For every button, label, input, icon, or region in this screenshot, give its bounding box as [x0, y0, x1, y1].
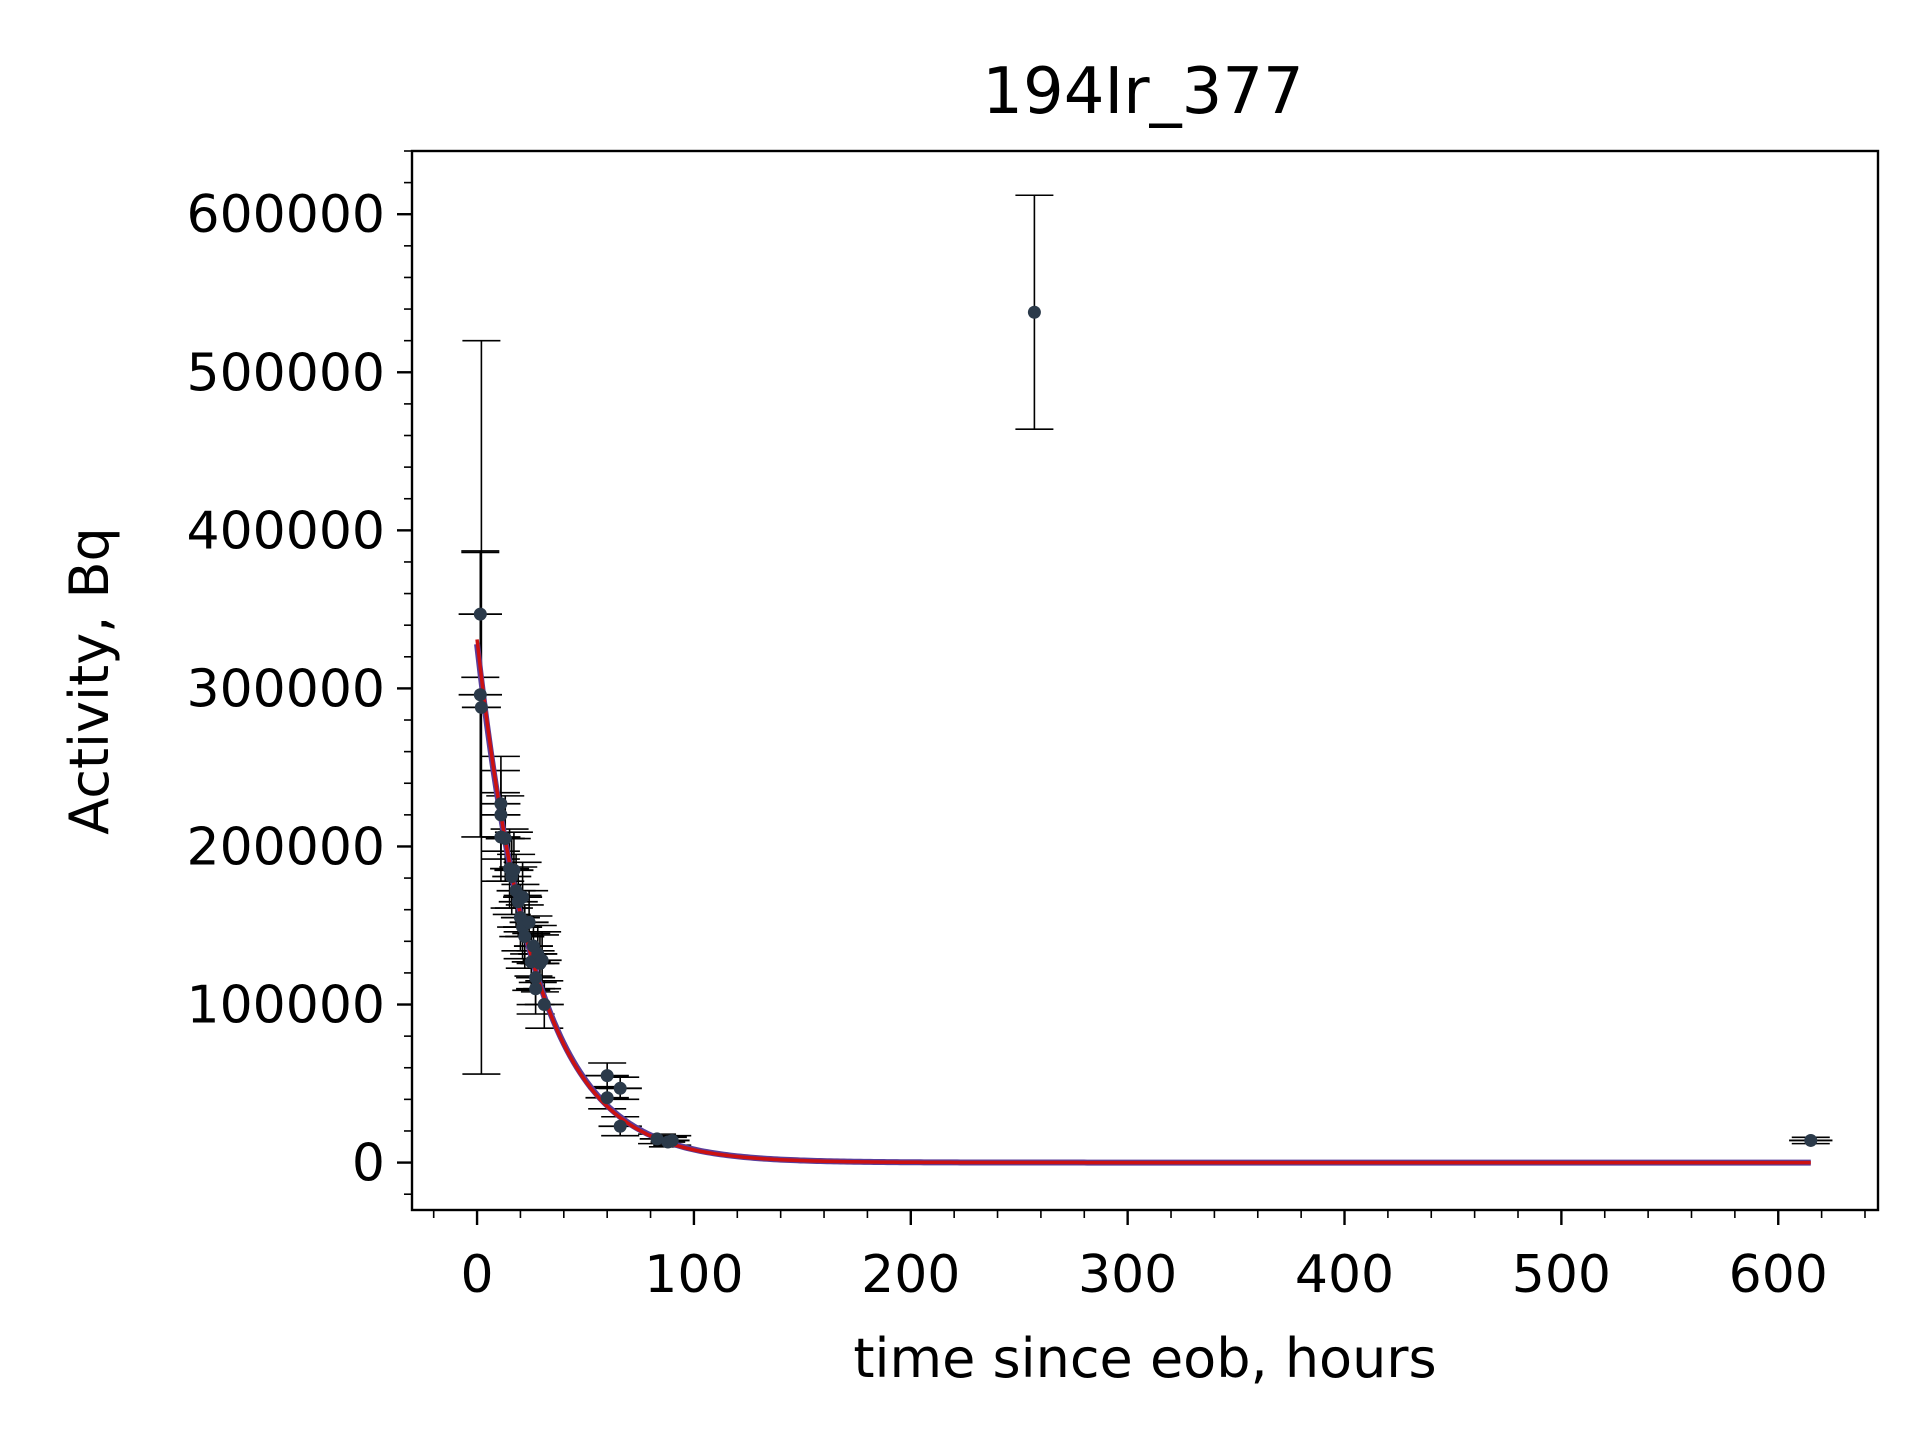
x-tick-label: 500 [1512, 1245, 1611, 1305]
x-tick-label: 600 [1729, 1245, 1828, 1305]
x-tick-label: 200 [861, 1245, 960, 1305]
data-point [650, 1132, 664, 1146]
data-point [518, 930, 532, 944]
data-point [507, 863, 521, 877]
data-point [494, 808, 508, 822]
x-axis-label: time since eob, hours [853, 1327, 1436, 1390]
data-point [474, 700, 488, 714]
data-point [516, 890, 530, 904]
data-point [529, 982, 543, 996]
y-axis-label: Activity, Bq [58, 527, 121, 835]
data-point [613, 1081, 627, 1095]
x-tick-label: 100 [644, 1245, 743, 1305]
data-point [600, 1069, 614, 1083]
x-tick-label: 0 [461, 1245, 494, 1305]
data-point [665, 1133, 679, 1147]
y-tick-label: 600000 [186, 185, 385, 245]
data-point [494, 797, 508, 811]
data-point [473, 688, 487, 702]
y-tick-label: 0 [352, 1134, 385, 1194]
y-tick-label: 200000 [186, 817, 385, 877]
y-tick-label: 300000 [186, 659, 385, 719]
data-point [600, 1091, 614, 1105]
y-tick-label: 100000 [186, 976, 385, 1036]
fit-curve [475, 639, 1811, 1165]
data-point [613, 1119, 627, 1133]
x-tick-label: 400 [1295, 1245, 1394, 1305]
data-point [535, 953, 549, 967]
data-point [537, 998, 551, 1012]
y-tick-label: 500000 [186, 343, 385, 403]
plot-frame [410, 149, 1880, 1212]
data-point [498, 832, 512, 846]
data-point [473, 607, 487, 621]
data-point [522, 915, 536, 929]
plot-area [458, 194, 1833, 1166]
data-point [1804, 1133, 1818, 1147]
data-point [529, 971, 543, 985]
y-tick-label: 400000 [186, 501, 385, 561]
x-tick-label: 300 [1078, 1245, 1177, 1305]
chart-title: 194Ir_377 [982, 55, 1304, 129]
data-point [1027, 305, 1041, 319]
